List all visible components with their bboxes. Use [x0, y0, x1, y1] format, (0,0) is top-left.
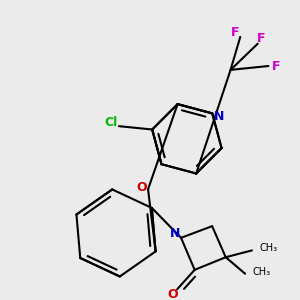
Text: F: F	[231, 26, 240, 38]
Text: CH₃: CH₃	[253, 267, 271, 277]
Text: N: N	[170, 227, 180, 240]
Text: CH₃: CH₃	[260, 244, 278, 254]
Text: Cl: Cl	[104, 116, 118, 129]
Text: F: F	[256, 32, 265, 45]
Text: F: F	[272, 59, 280, 73]
Text: N: N	[214, 110, 224, 123]
Text: O: O	[167, 288, 178, 300]
Text: O: O	[136, 181, 147, 194]
